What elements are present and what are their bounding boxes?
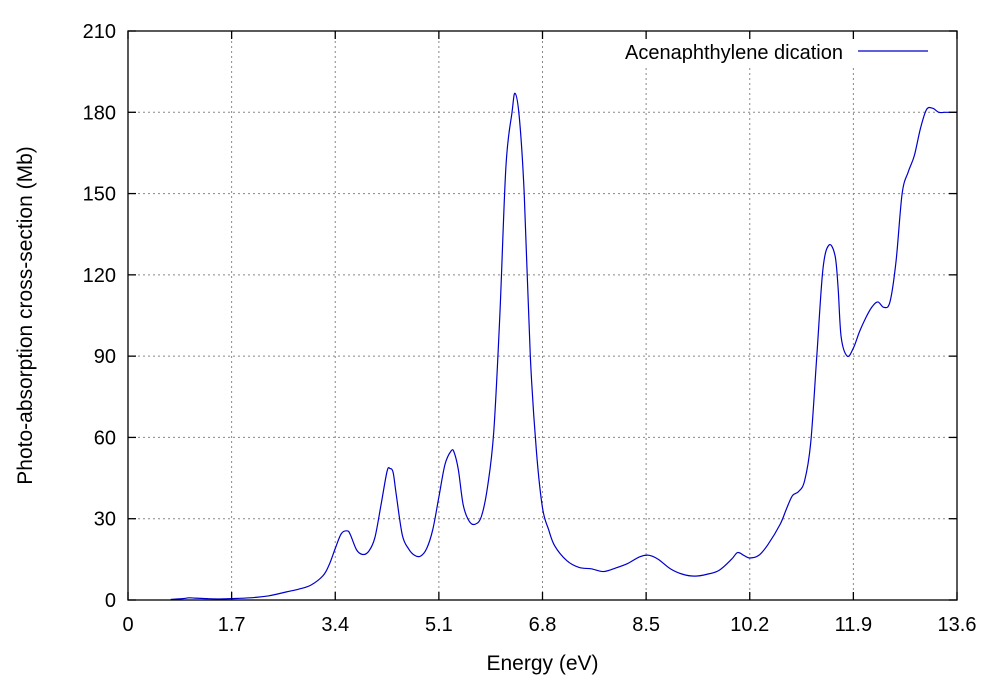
y-tick-label: 180 [83, 102, 116, 124]
y-tick-label: 60 [94, 427, 116, 449]
x-tick-label: 8.5 [632, 614, 660, 636]
grid [128, 31, 957, 600]
series-layer [170, 92, 957, 601]
x-tick-label: 13.6 [938, 614, 977, 636]
x-tick-label: 3.4 [321, 614, 349, 636]
y-tick-label: 90 [94, 346, 116, 368]
x-tick-label: 0 [122, 614, 133, 636]
y-tick-label: 210 [83, 21, 116, 43]
y-tick-label: 120 [83, 265, 116, 287]
x-tick-labels: 0 1.7 3.4 5.1 6.8 8.5 10.2 11.9 13.6 [122, 614, 976, 636]
legend-label: Acenaphthylene dication [625, 42, 843, 64]
y-tick-label: 30 [94, 509, 116, 531]
series-line [170, 92, 957, 601]
y-tick-label: 0 [105, 590, 116, 612]
x-tick-label: 5.1 [425, 614, 453, 636]
y-tick-labels: 0 30 60 90 120 150 180 210 [83, 21, 116, 612]
ticks [127, 30, 958, 601]
x-axis-label: Energy (eV) [486, 652, 598, 675]
x-tick-label: 11.9 [835, 614, 872, 636]
y-tick-label: 150 [83, 184, 116, 206]
legend: Acenaphthylene dication [625, 42, 928, 64]
y-axis-label: Photo-absorption cross-section (Mb) [14, 146, 37, 484]
x-tick-label: 1.7 [218, 614, 246, 636]
x-tick-label: 6.8 [529, 614, 557, 636]
x-tick-label: 10.2 [730, 614, 769, 636]
